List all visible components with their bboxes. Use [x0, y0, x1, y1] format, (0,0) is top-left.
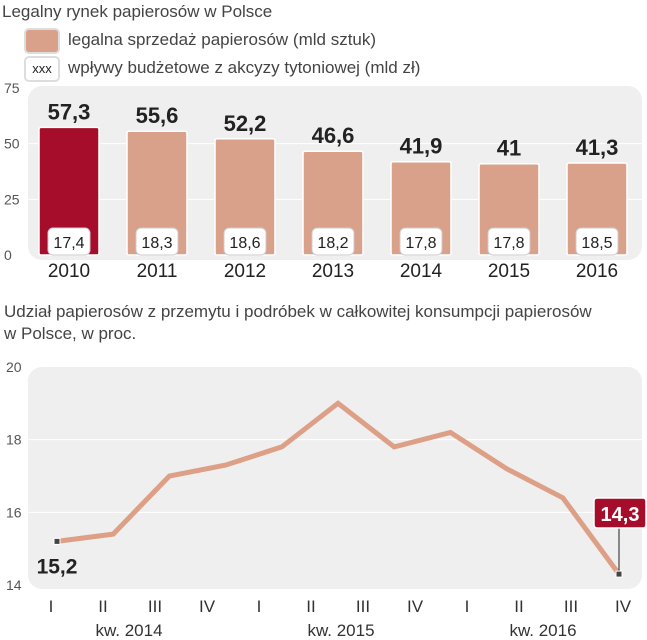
x-tick-label: III — [564, 597, 578, 616]
excise-value-box — [47, 227, 91, 256]
legend-label-excise: wpływy budżetowe z akcyzy tytoniowej (ml… — [68, 58, 421, 77]
bar-value-label: 52,2 — [224, 111, 267, 136]
last-point-callout — [593, 497, 647, 529]
x-tick-label: IV — [199, 597, 216, 616]
x-group-label: kw. 2014 — [95, 621, 162, 640]
line-chart-title-2: w Polsce, w proc. — [4, 324, 137, 343]
first-point-label: 15,2 — [37, 555, 78, 578]
excise-value-label: 18,3 — [141, 235, 172, 252]
series-line — [56, 400, 622, 576]
last-point-marker — [615, 570, 623, 578]
x-tick-label: II — [98, 597, 107, 616]
y-tick-label: 25 — [4, 191, 20, 207]
excise-value-box — [311, 227, 355, 256]
excise-value-box — [487, 227, 531, 256]
excise-value-label: 17,8 — [493, 235, 524, 252]
excise-value-box — [223, 227, 267, 256]
last-point-label: 14,3 — [601, 504, 640, 526]
y-tick-label: 50 — [4, 136, 20, 152]
line-plot-background — [28, 367, 642, 589]
x-tick-label: 2014 — [400, 261, 443, 282]
excise-value-box — [575, 227, 619, 256]
excise-value-label: 17,4 — [53, 235, 84, 252]
y-tick-label: 75 — [4, 80, 20, 96]
x-tick-label: 2016 — [576, 261, 618, 282]
bar-value-label: 46,6 — [312, 123, 355, 148]
x-tick-label: I — [465, 597, 470, 616]
x-tick-label: II — [306, 597, 315, 616]
excise-value-label: 18,5 — [581, 235, 612, 252]
x-tick-label: 2013 — [312, 261, 354, 282]
y-tick-label: 20 — [6, 359, 22, 375]
excise-value-label: 17,8 — [405, 235, 436, 252]
legend-swatch-excise: xxx — [26, 58, 58, 80]
x-tick-label: III — [148, 597, 162, 616]
x-tick-label: 2010 — [48, 261, 90, 282]
excise-value-label: 18,2 — [317, 235, 348, 252]
y-tick-label: 16 — [6, 504, 22, 520]
x-tick-label: III — [356, 597, 370, 616]
first-point-marker — [53, 537, 61, 545]
bar-value-label: 55,6 — [136, 103, 179, 128]
x-tick-label: I — [257, 597, 262, 616]
y-tick-label: 18 — [6, 432, 22, 448]
x-tick-label: 2015 — [488, 261, 530, 282]
legend-swatch-sales — [26, 30, 58, 52]
x-tick-label: II — [514, 597, 523, 616]
excise-value-label: 18,6 — [229, 235, 260, 252]
x-tick-label: IV — [407, 597, 424, 616]
x-tick-label: IV — [615, 597, 632, 616]
legend-label-sales: legalna sprzedaż papierosów (mld sztuk) — [68, 30, 377, 49]
excise-value-box — [135, 227, 179, 256]
excise-value-box — [399, 227, 443, 256]
y-tick-label: 14 — [6, 577, 22, 593]
x-tick-label: 2012 — [224, 261, 266, 282]
bar-value-label: 41,3 — [576, 135, 619, 160]
bar-chart-title: Legalny rynek papierosów w Polsce — [2, 2, 273, 21]
x-group-label: kw. 2015 — [307, 621, 374, 640]
x-group-label: kw. 2016 — [509, 621, 576, 640]
x-tick-label: I — [49, 597, 54, 616]
bar-value-label: 41,9 — [400, 134, 443, 159]
y-tick-label: 0 — [4, 247, 12, 263]
bar-value-label: 57,3 — [48, 99, 91, 124]
bar-value-label: 41 — [497, 136, 521, 161]
line-chart-title: Udział papierosów z przemytu i podróbek … — [4, 302, 592, 321]
x-tick-label: 2011 — [137, 261, 178, 282]
